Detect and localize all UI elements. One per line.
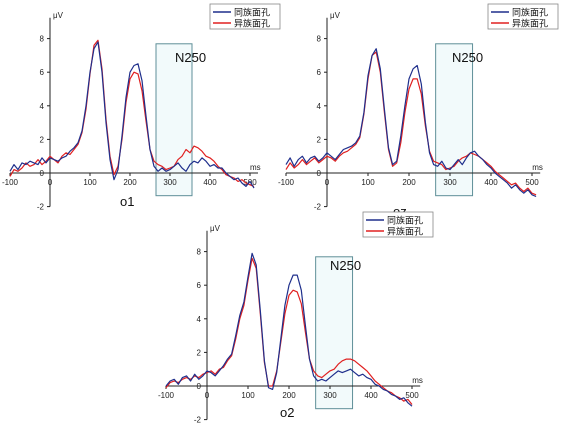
x-tick-label: 400 [364, 391, 378, 400]
y-unit-label: μV [330, 11, 341, 20]
legend-entry: 同族面孔 [387, 215, 423, 227]
roi-window-box [435, 43, 474, 197]
y-tick-label: 0 [40, 169, 45, 178]
x-tick-label: 100 [83, 178, 97, 187]
roi-window-label: N250 [175, 50, 206, 65]
x-tick-label: -100 [158, 391, 175, 400]
channel-label: o1 [120, 194, 134, 209]
y-tick-label: 6 [197, 281, 202, 290]
x-unit-label: ms [412, 376, 423, 385]
series-line-1 [165, 257, 413, 405]
series-line-0 [285, 48, 537, 198]
x-tick-label: -100 [2, 178, 19, 187]
legend-frame [362, 211, 434, 238]
x-tick-label: 400 [203, 178, 217, 187]
legend-entry: 同族面孔 [512, 7, 548, 19]
y-tick-label: 8 [197, 248, 202, 257]
panel-o2: -100 0 100 200 300 400 500 -2 0 2 4 6 8 μV ms N250 o2 同族面… [158, 211, 434, 423]
x-tick-label: 300 [163, 178, 177, 187]
roi-window-label: N250 [452, 50, 483, 65]
y-tick-label: -2 [37, 203, 45, 212]
y-tick-label: 2 [40, 135, 45, 144]
y-tick-label: 4 [317, 102, 322, 111]
x-tick-label: 0 [48, 178, 53, 187]
legend-entry: 异族面孔 [512, 18, 548, 30]
x-tick-label: -100 [278, 178, 295, 187]
legend-frame [487, 3, 559, 30]
y-tick-label: 2 [317, 135, 322, 144]
y-tick-label: 6 [40, 68, 45, 77]
roi-window-label: N250 [330, 258, 361, 273]
x-tick-label: 0 [205, 391, 210, 400]
y-tick-label: 4 [40, 102, 45, 111]
series-line-0 [9, 41, 255, 189]
x-tick-label: 100 [241, 391, 255, 400]
y-tick-label: 6 [317, 68, 322, 77]
y-tick-label: -2 [194, 416, 202, 423]
x-tick-label: 0 [325, 178, 330, 187]
legend-frame [209, 3, 281, 30]
x-tick-label: 200 [123, 178, 137, 187]
x-tick-label: 200 [402, 178, 416, 187]
series-line-1 [285, 51, 537, 196]
y-unit-label: μV [53, 11, 64, 20]
legend-entry: 同族面孔 [234, 7, 270, 19]
x-tick-label: 300 [323, 391, 337, 400]
y-tick-label: 0 [197, 382, 202, 391]
x-unit-label: ms [250, 163, 261, 172]
y-tick-label: -2 [314, 203, 322, 212]
x-tick-label: 200 [282, 391, 296, 400]
legend-entry: 异族面孔 [387, 226, 423, 238]
x-tick-label: 100 [361, 178, 375, 187]
y-tick-label: 8 [40, 35, 45, 44]
x-tick-label: 500 [525, 178, 539, 187]
y-tick-label: 4 [197, 315, 202, 324]
y-tick-label: 8 [317, 35, 322, 44]
x-tick-label: 300 [443, 178, 457, 187]
channel-label: o2 [280, 405, 294, 420]
panel-oz: -100 0 100 200 300 400 500-202468μVmsN250oz同族面… [278, 3, 559, 219]
x-tick-label: 400 [484, 178, 498, 187]
roi-window-box [315, 256, 354, 410]
series-line-0 [165, 252, 413, 407]
panel-o1: -100 0 100 200 300 400 500-202468μVmsN250o1同族面… [2, 3, 281, 212]
x-unit-label: ms [532, 163, 543, 172]
legend-entry: 异族面孔 [234, 18, 270, 30]
series-line-1 [9, 39, 255, 187]
y-unit-label: μV [210, 224, 221, 233]
y-tick-label: 0 [317, 169, 322, 178]
x-tick-label: 500 [405, 391, 419, 400]
y-tick-label: 2 [197, 348, 202, 357]
